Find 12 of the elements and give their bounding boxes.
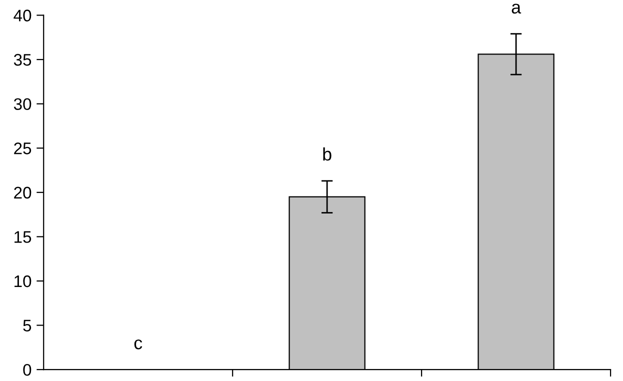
text: a	[512, 4, 522, 14]
y-tick-label: 30	[14, 98, 32, 110]
y-tick-label: 0	[23, 364, 32, 376]
y-tick-label: 35	[14, 54, 32, 66]
annotation: b	[323, 147, 332, 161]
annotation: c	[134, 339, 142, 350]
y-tick-label: 10	[14, 275, 32, 288]
y-tick-label: 40	[14, 10, 32, 22]
y-tick-label: 5	[23, 320, 32, 332]
y-tick-label: 15	[14, 231, 32, 243]
y-tick-label: 20	[14, 186, 32, 199]
y-tick-label: 25	[14, 142, 32, 154]
